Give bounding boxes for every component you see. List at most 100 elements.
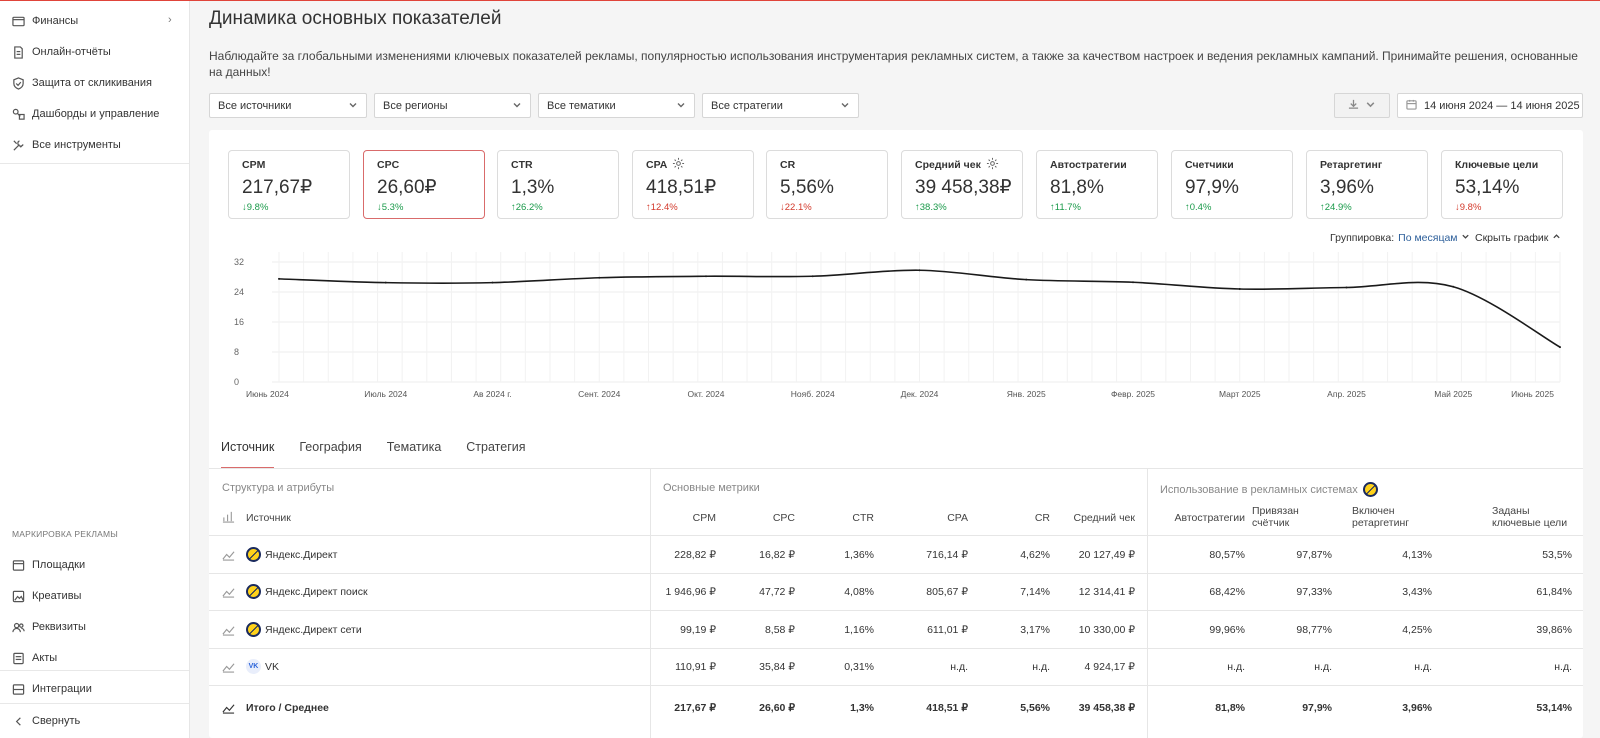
sidebar-collapse-button[interactable]: Свернуть bbox=[12, 710, 80, 732]
col-header-metric[interactable]: CPM bbox=[692, 512, 716, 524]
usage-cell: 97,33% bbox=[1296, 586, 1332, 598]
date-range-picker[interactable]: 14 июня 2024 — 14 июня 2025 bbox=[1397, 93, 1583, 118]
x-tick-label: Февр. 2025 bbox=[1111, 389, 1155, 399]
col-header-metric[interactable]: CTR bbox=[852, 512, 874, 524]
strategies-filter[interactable]: Все стратегии bbox=[702, 93, 859, 118]
chevron-down-icon bbox=[1461, 232, 1470, 244]
kpi-card[interactable]: Средний чек 39 458,38₽ ↑38.3% bbox=[901, 150, 1023, 219]
col-header-line: ключевые цели bbox=[1492, 517, 1568, 529]
kpi-card[interactable]: Ретаргетинг 3,96% ↑24.9% bbox=[1306, 150, 1428, 219]
kpi-delta: ↑38.3% bbox=[915, 202, 947, 213]
metric-cell: 5,56% bbox=[1020, 702, 1050, 714]
sidebar-item-click-protection[interactable]: Защита от скликивания bbox=[12, 72, 152, 94]
bar-chart-icon[interactable] bbox=[222, 510, 235, 528]
tab-source[interactable]: Источник bbox=[221, 440, 275, 469]
y-tick-label: 0 bbox=[234, 377, 239, 387]
kpi-delta: ↓5.3% bbox=[377, 202, 404, 213]
kpi-value: 5,56% bbox=[780, 177, 834, 198]
kpi-label-text: Автостратегии bbox=[1050, 159, 1127, 171]
sidebar-item-platforms[interactable]: Площадки bbox=[12, 554, 85, 576]
sidebar-item-finance[interactable]: Финансы bbox=[12, 10, 78, 32]
metric-cell: 1,3% bbox=[850, 702, 874, 714]
col-header-metric[interactable]: Средний чек bbox=[1073, 512, 1135, 524]
sidebar-item-integrations[interactable]: Интеграции bbox=[12, 678, 92, 700]
download-icon bbox=[1348, 97, 1359, 115]
gear-icon[interactable] bbox=[986, 157, 999, 173]
vk-logo-icon: VK bbox=[246, 659, 261, 674]
col-header-usage[interactable]: Включен ретаргетинг bbox=[1352, 505, 1432, 529]
trend-chart-icon[interactable] bbox=[222, 548, 235, 566]
usage-cell: 61,84% bbox=[1536, 586, 1572, 598]
trend-chart-icon[interactable] bbox=[222, 701, 235, 719]
data-point bbox=[705, 275, 707, 278]
table-row[interactable] bbox=[209, 536, 1583, 573]
col-header-usage[interactable]: Автостратегии bbox=[1165, 512, 1245, 524]
kpi-card[interactable]: CTR 1,3% ↑26.2% bbox=[497, 150, 619, 219]
yandex-logo-icon bbox=[1362, 482, 1378, 497]
data-point bbox=[491, 281, 494, 284]
sources-filter[interactable]: Все источники bbox=[209, 93, 367, 118]
col-header-line: Автостратегии bbox=[1174, 512, 1245, 524]
data-point bbox=[811, 275, 814, 278]
tools-icon bbox=[12, 139, 25, 152]
metric-cell: 3,17% bbox=[1020, 624, 1050, 636]
col-header-usage[interactable]: Заданы ключевые цели bbox=[1492, 505, 1572, 529]
col-header-source[interactable]: Источник bbox=[246, 512, 291, 524]
regions-filter[interactable]: Все регионы bbox=[374, 93, 531, 118]
kpi-delta: ↑12.4% bbox=[646, 202, 678, 213]
row-divider bbox=[209, 610, 1583, 611]
kpi-label: CR bbox=[780, 159, 887, 171]
usage-cell: 97,87% bbox=[1296, 549, 1332, 561]
usage-cell: 4,25% bbox=[1402, 624, 1432, 636]
kpi-card[interactable]: CR 5,56% ↓22.1% bbox=[766, 150, 888, 219]
trend-chart-icon[interactable] bbox=[222, 585, 235, 603]
kpi-label-text: Счетчики bbox=[1185, 159, 1234, 171]
grouping-dropdown[interactable]: По месяцам bbox=[1398, 232, 1469, 244]
sidebar-item-label: Реквизиты bbox=[32, 621, 86, 633]
kpi-label: CPA bbox=[646, 157, 753, 173]
download-button[interactable] bbox=[1334, 93, 1390, 118]
image-icon bbox=[12, 590, 25, 603]
kpi-card[interactable]: Счетчики 97,9% ↑0.4% bbox=[1171, 150, 1293, 219]
table-row[interactable] bbox=[209, 573, 1583, 610]
kpi-label: CPM bbox=[242, 159, 349, 171]
col-header-metric[interactable]: CR bbox=[1034, 512, 1050, 524]
tab-strategy[interactable]: Стратегия bbox=[466, 440, 526, 454]
col-header-usage[interactable]: Привязан счётчик bbox=[1252, 505, 1332, 529]
sidebar-item-dashboards[interactable]: Дашборды и управление bbox=[12, 103, 159, 125]
table-row[interactable] bbox=[209, 648, 1583, 685]
yandex-logo-icon bbox=[246, 547, 261, 562]
chevron-down-icon bbox=[676, 100, 686, 113]
source-name: Итого / Среднее bbox=[246, 702, 329, 714]
group-header-structure: Структура и атрибуты bbox=[222, 482, 335, 494]
col-header-metric[interactable]: CPC bbox=[772, 512, 795, 524]
sidebar-item-acts[interactable]: Акты bbox=[12, 647, 57, 669]
kpi-value: 217,67₽ bbox=[242, 177, 313, 198]
kpi-card[interactable]: Автостратегии 81,8% ↑11.7% bbox=[1036, 150, 1158, 219]
kpi-card[interactable]: Ключевые цели 53,14% ↓9.8% bbox=[1441, 150, 1563, 219]
kpi-label: Средний чек bbox=[915, 157, 1022, 173]
sidebar-item-online-reports[interactable]: Онлайн-отчёты bbox=[12, 41, 111, 63]
topics-filter[interactable]: Все тематики bbox=[538, 93, 695, 118]
data-point bbox=[1345, 286, 1348, 289]
sidebar-item-all-tools[interactable]: Все инструменты bbox=[12, 134, 121, 156]
metric-cell: 99,19 ₽ bbox=[680, 624, 716, 636]
trend-chart-icon[interactable] bbox=[222, 623, 235, 641]
kpi-card[interactable]: CPC 26,60₽ ↓5.3% bbox=[363, 150, 485, 219]
trend-chart-icon[interactable] bbox=[222, 660, 235, 678]
kpi-label-text: Ключевые цели bbox=[1455, 159, 1539, 171]
tab-geography[interactable]: География bbox=[299, 440, 362, 454]
usage-cell: 39,86% bbox=[1536, 624, 1572, 636]
users-icon bbox=[12, 621, 25, 634]
gear-icon[interactable] bbox=[672, 157, 685, 173]
hide-graph-button[interactable]: Скрыть график bbox=[1475, 232, 1561, 244]
x-tick-label: Окт. 2024 bbox=[687, 389, 724, 399]
tab-topics[interactable]: Тематика bbox=[386, 440, 442, 454]
table-total-row[interactable] bbox=[209, 689, 1583, 726]
col-header-metric[interactable]: CPA bbox=[947, 512, 968, 524]
sidebar-item-requisites[interactable]: Реквизиты bbox=[12, 616, 86, 638]
sidebar-item-creatives[interactable]: Креативы bbox=[12, 585, 81, 607]
table-row[interactable] bbox=[209, 611, 1583, 648]
kpi-card[interactable]: CPA 418,51₽ ↑12.4% bbox=[632, 150, 754, 219]
kpi-card[interactable]: CPM 217,67₽ ↓9.8% bbox=[228, 150, 350, 219]
